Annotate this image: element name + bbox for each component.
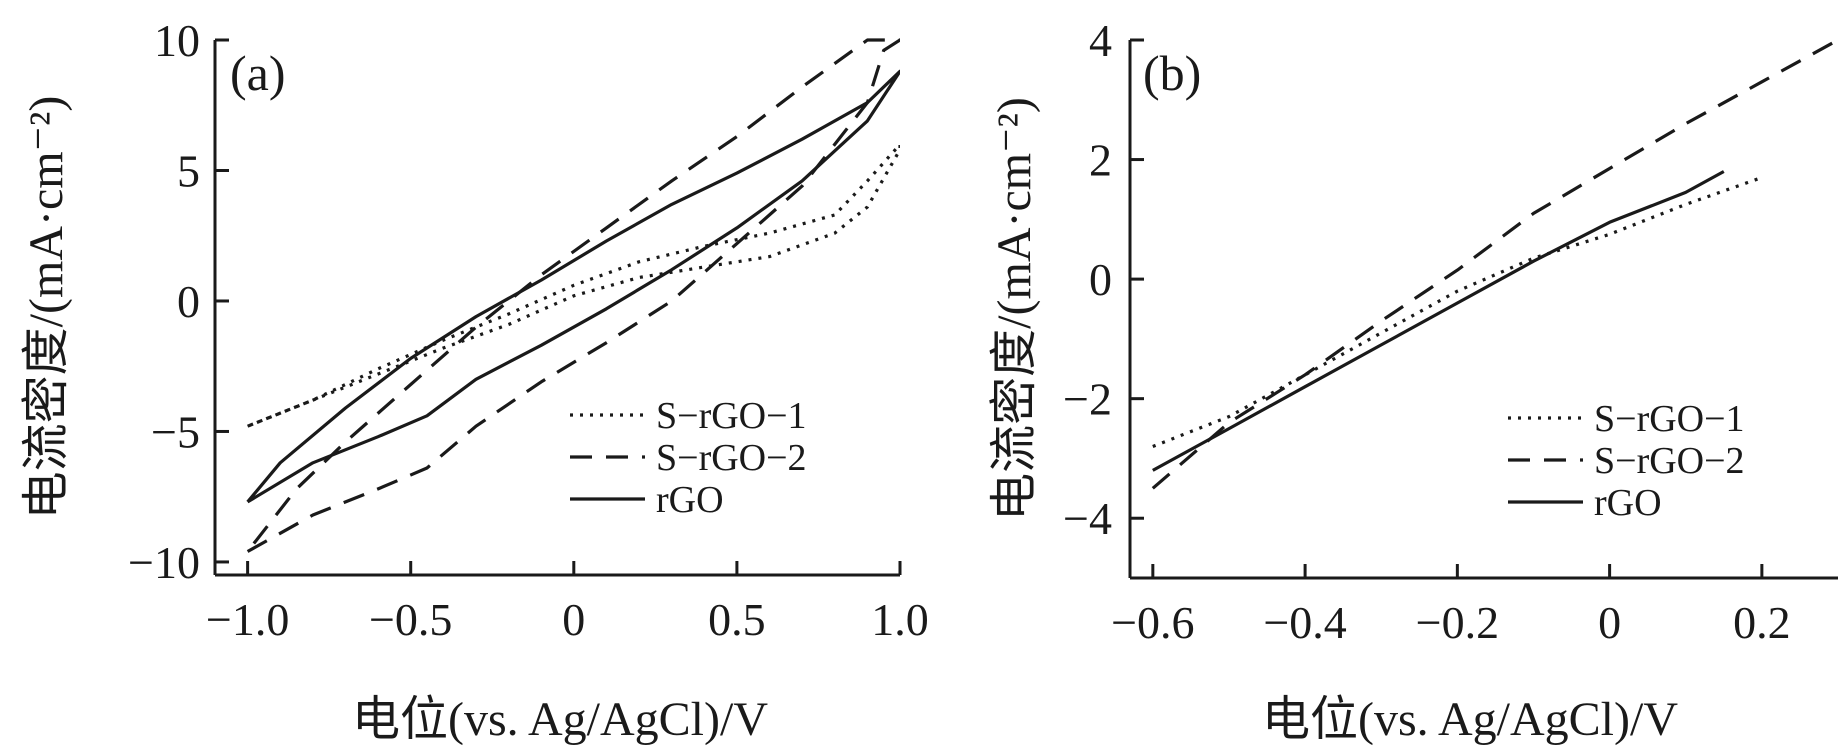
legend-label: S−rGO−2 bbox=[656, 437, 807, 479]
x-tick-label: −0.5 bbox=[369, 594, 452, 645]
y-tick-label: −5 bbox=[151, 406, 200, 457]
series-line-solid bbox=[1152, 170, 1725, 472]
y-tick-label: 2 bbox=[1089, 135, 1112, 186]
x-tick-label: 0.5 bbox=[708, 594, 766, 645]
x-tick-label: −0.2 bbox=[1416, 597, 1499, 648]
series-line-solid bbox=[246, 69, 900, 504]
series-group bbox=[1151, 38, 1838, 490]
y-axis-title: 电流密度/(mA·cm⁻²) bbox=[988, 97, 1041, 521]
series-line-dotted bbox=[1152, 175, 1763, 448]
x-tick-label: 0 bbox=[562, 594, 585, 645]
legend-label: S−rGO−1 bbox=[656, 395, 807, 437]
x-tick-label: 0 bbox=[1598, 597, 1621, 648]
x-tick-label: −1.0 bbox=[206, 594, 289, 645]
panel-label: (b) bbox=[1143, 45, 1201, 101]
x-axis-title: 电位(vs. Ag/AgCl)/V bbox=[1262, 693, 1678, 746]
y-tick-label: −10 bbox=[128, 537, 200, 588]
legend-label: S−rGO−1 bbox=[1594, 398, 1745, 440]
x-tick-label: −0.4 bbox=[1263, 597, 1346, 648]
y-tick-label: 0 bbox=[1089, 254, 1112, 305]
panel-label: (a) bbox=[230, 45, 286, 101]
chart-panel-b: 4 2 0 −2 −4 −0.6 −0.4 −0.2 0 0.2 电位(vs. Ag/AgCl)/V… bbox=[988, 15, 1838, 746]
y-tick-label: −2 bbox=[1063, 374, 1112, 425]
y-tick-label: 0 bbox=[177, 276, 200, 327]
y-tick-label: −4 bbox=[1063, 493, 1112, 544]
y-tick-label: 5 bbox=[177, 145, 200, 196]
series-group bbox=[246, 38, 900, 553]
x-tick-label: −0.6 bbox=[1111, 597, 1194, 648]
y-tick-label: 10 bbox=[154, 15, 200, 66]
x-tick-label: 1.0 bbox=[871, 594, 929, 645]
legend-label: S−rGO−2 bbox=[1594, 440, 1745, 482]
legend-label: rGO bbox=[656, 479, 724, 521]
series-line-dashed bbox=[246, 38, 900, 553]
legend-label: rGO bbox=[1594, 482, 1662, 524]
y-axis-title: 电流密度/(mA·cm⁻²) bbox=[20, 96, 73, 520]
y-tick-label: 4 bbox=[1089, 15, 1112, 66]
x-tick-label: 0.2 bbox=[1733, 597, 1791, 648]
chart-panel-a: 10 5 0 −5 −10−1.0 −0.5 0 0.5 1.0 电位(vs. Ag/AgCl)/… bbox=[20, 15, 929, 746]
series-line-dashed bbox=[1151, 38, 1838, 490]
x-axis-title: 电位(vs. Ag/AgCl)/V bbox=[352, 693, 768, 746]
